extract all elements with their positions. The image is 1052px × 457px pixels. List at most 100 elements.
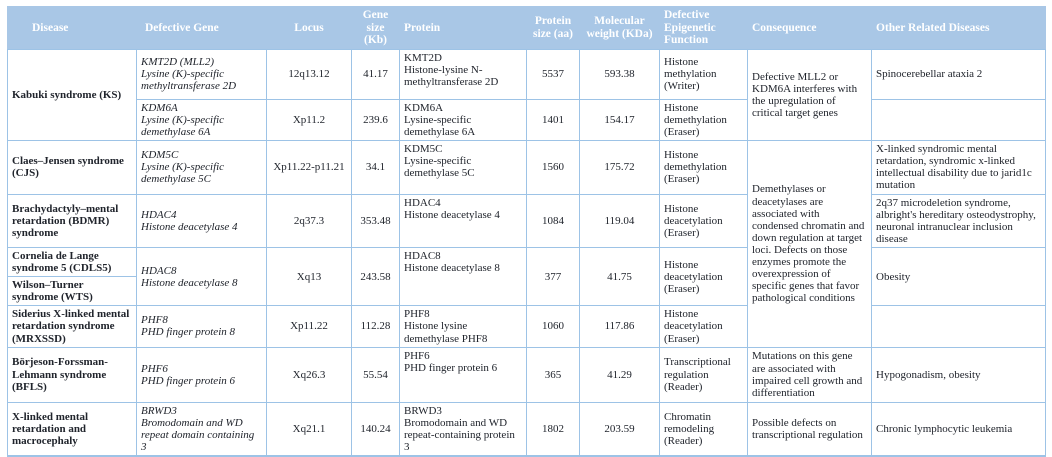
gene-symbol: PHF6 <box>141 362 168 375</box>
cell-gene-size: 243.58 <box>351 246 400 307</box>
gene-description: Lysine (K)-specific demethylase 5C <box>141 161 225 186</box>
cell-epigenetic-function: Histone demethylation (Eraser) <box>659 140 748 195</box>
cell-consequence: Mutations on this gene are associated wi… <box>747 346 872 403</box>
cell-protein-size: 1084 <box>526 193 580 248</box>
gene-description: Lysine (K)-specific demethylase 6A <box>141 114 225 139</box>
cell-protein-size: 377 <box>526 246 580 307</box>
cell-locus: Xp11.22 <box>266 305 352 348</box>
gene-symbol: HDAC4 <box>141 208 177 221</box>
cell-disease: Kabuki syndrome (KS) <box>7 48 137 142</box>
cell-gene: BRWD3 Bromodomain and WD repeat domain c… <box>136 401 267 457</box>
cell-disease: Claes–Jensen syndrome (CJS) <box>7 140 137 195</box>
protein-description: Histone deacetylase 8 <box>404 262 500 275</box>
cell-other-diseases: Obesity <box>871 246 1046 307</box>
cell-molecular-weight: 203.59 <box>579 401 660 457</box>
cell-protein: HDAC4 Histone deacetylase 4 <box>399 193 527 248</box>
header-protein: Protein <box>399 6 527 50</box>
header-locus: Locus <box>266 6 352 50</box>
gene-description: Bromodomain and WD repeat domain contain… <box>141 416 255 453</box>
cell-locus: Xq21.1 <box>266 401 352 457</box>
cell-protein: PHF6 PHD finger protein 6 <box>399 346 527 403</box>
header-molecular-weight: Molecular weight (KDa) <box>579 6 660 50</box>
protein-description: Histone-lysine N-methyltransferase 2D <box>404 64 499 89</box>
gene-symbol: KDM5C <box>141 149 179 162</box>
gene-description: Histone deacetylase 8 <box>141 276 238 289</box>
protein-symbol: HDAC8 <box>404 249 441 262</box>
cell-other-diseases: Spinocerebellar ataxia 2 <box>871 48 1046 100</box>
cell-other-diseases <box>871 305 1046 348</box>
gene-description: PHD finger protein 6 <box>141 374 235 387</box>
cell-epigenetic-function: Histone methylation (Writer) <box>659 48 748 100</box>
protein-symbol: KDM5C <box>404 143 443 156</box>
cell-disease: X-linked mental retardation and macrocep… <box>7 401 137 457</box>
cell-other-diseases: Chronic lymphocytic leukemia <box>871 401 1046 457</box>
protein-description: Lysine-specific demethylase 6A <box>404 114 476 139</box>
cell-disease-split: Cornelia de Lange syndrome 5 (CDLS5) Wil… <box>7 246 137 307</box>
cell-other-diseases <box>871 98 1046 142</box>
gene-symbol: HDAC8 <box>141 264 177 277</box>
header-protein-size: Protein size (aa) <box>526 6 580 50</box>
cell-other-diseases: Hypogonadism, obesity <box>871 346 1046 403</box>
cell-protein-size: 1401 <box>526 98 580 142</box>
cell-other-diseases: 2q37 microdeletion syndrome, albright's … <box>871 193 1046 248</box>
protein-description: PHD finger protein 6 <box>404 361 498 374</box>
protein-symbol: PHF8 <box>404 308 430 321</box>
cell-consequence: Defective MLL2 or KDM6A interferes with … <box>747 48 872 142</box>
cell-gene: PHF8 PHD finger protein 8 <box>136 305 267 348</box>
gene-description: Lysine (K)-specific methyltransferase 2D <box>141 68 237 93</box>
cell-protein: KDM5C Lysine-specific demethylase 5C <box>399 140 527 195</box>
header-consequence: Consequence <box>747 6 872 50</box>
cell-gene-size: 239.6 <box>351 98 400 142</box>
cell-epigenetic-function: Histone deacetylation (Eraser) <box>659 193 748 248</box>
epigenetic-diseases-table: Disease Defective Gene Locus Gene size (… <box>7 6 1046 457</box>
cell-other-diseases: X-linked syndromic mental retardation, s… <box>871 140 1046 195</box>
header-gene-size: Gene size (Kb) <box>351 6 400 50</box>
cell-molecular-weight: 154.17 <box>579 98 660 142</box>
gene-symbol: KMT2D (MLL2) <box>141 56 215 69</box>
cell-protein: KMT2D Histone-lysine N-methyltransferase… <box>399 48 527 100</box>
table-row: Cornelia de Lange syndrome 5 (CDLS5) Wil… <box>7 246 1046 307</box>
header-defective-gene: Defective Gene <box>136 6 267 50</box>
cell-disease: Börjeson-Forssman-Lehmann syndrome (BFLS… <box>7 346 137 403</box>
epigenetic-diseases-page: Disease Defective Gene Locus Gene size (… <box>7 6 1046 457</box>
protein-symbol: KDM6A <box>404 101 444 114</box>
cell-protein-size: 365 <box>526 346 580 403</box>
gene-symbol: KDM6A <box>141 101 178 114</box>
gene-description: PHD finger protein 8 <box>141 326 235 339</box>
protein-description: Histone lysine demethylase PHF8 <box>404 320 488 345</box>
cell-consequence: Possible defects on transcriptional regu… <box>747 401 872 457</box>
cell-protein: KDM6A Lysine-specific demethylase 6A <box>399 98 527 142</box>
protein-description: Lysine-specific demethylase 5C <box>404 155 475 180</box>
cell-protein: HDAC8 Histone deacetylase 8 <box>399 246 527 307</box>
protein-description: Histone deacetylase 4 <box>404 208 500 221</box>
table-row: Brachydactyly–mental retardation (BDMR) … <box>7 193 1046 248</box>
cell-epigenetic-function: Histone deacetylation (Eraser) <box>659 246 748 307</box>
cell-gene: KDM5C Lysine (K)-specific demethylase 5C <box>136 140 267 195</box>
table-row: X-linked mental retardation and macrocep… <box>7 401 1046 457</box>
header-row: Disease Defective Gene Locus Gene size (… <box>7 6 1046 50</box>
gene-symbol: PHF8 <box>141 314 168 327</box>
cell-molecular-weight: 119.04 <box>579 193 660 248</box>
gene-symbol: BRWD3 <box>141 404 177 417</box>
cell-gene-size: 34.1 <box>351 140 400 195</box>
protein-symbol: PHF6 <box>404 349 430 362</box>
cell-consequence: Demethylases or deacetylases are associa… <box>747 140 872 348</box>
cell-gene-size: 140.24 <box>351 401 400 457</box>
cell-molecular-weight: 41.29 <box>579 346 660 403</box>
protein-description: Bromodomain and WD repeat-containing pro… <box>404 416 515 453</box>
cell-molecular-weight: 593.38 <box>579 48 660 100</box>
cell-molecular-weight: 175.72 <box>579 140 660 195</box>
cell-protein-size: 1802 <box>526 401 580 457</box>
disease-entry: Cornelia de Lange syndrome 5 (CDLS5) <box>8 248 136 278</box>
cell-molecular-weight: 117.86 <box>579 305 660 348</box>
header-disease: Disease <box>7 6 137 50</box>
cell-epigenetic-function: Histone demethylation (Eraser) <box>659 98 748 142</box>
cell-molecular-weight: 41.75 <box>579 246 660 307</box>
cell-protein-size: 1560 <box>526 140 580 195</box>
cell-locus: 12q13.12 <box>266 48 352 100</box>
cell-gene-size: 353.48 <box>351 193 400 248</box>
protein-symbol: HDAC4 <box>404 196 441 209</box>
cell-locus: Xp11.22-p11.21 <box>266 140 352 195</box>
cell-gene-size: 55.54 <box>351 346 400 403</box>
cell-gene-size: 41.17 <box>351 48 400 100</box>
